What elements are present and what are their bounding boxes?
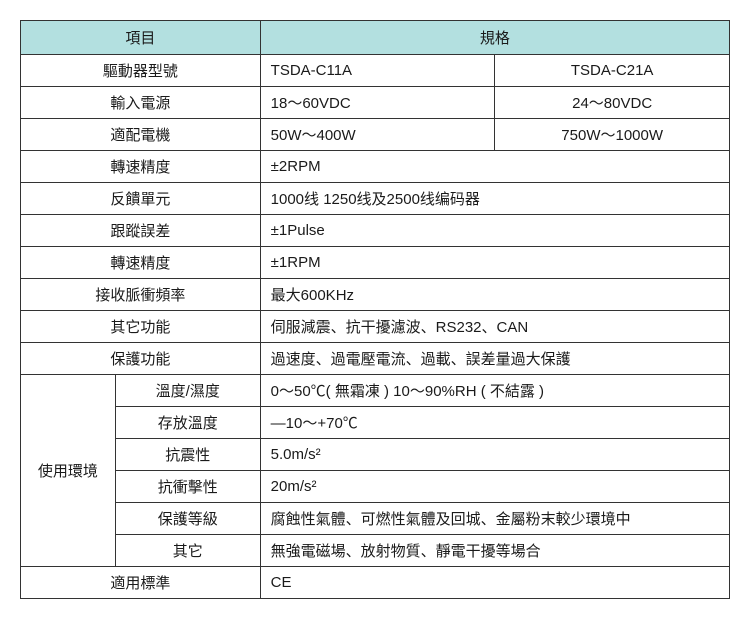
label-env-group: 使用環境 bbox=[21, 375, 116, 567]
label-protect: 保護功能 bbox=[21, 343, 261, 375]
val-speed-acc2: ±1RPM bbox=[260, 247, 729, 279]
val-pulse-freq: 最大600KHz bbox=[260, 279, 729, 311]
val-env-protection: 腐蝕性氣體、可燃性氣體及回城、金屬粉末較少環境中 bbox=[260, 503, 729, 535]
row-standard: 適用標準 CE bbox=[21, 567, 730, 599]
label-feedback: 反饋單元 bbox=[21, 183, 261, 215]
row-env-protection: 保護等級 腐蝕性氣體、可燃性氣體及回城、金屬粉末較少環境中 bbox=[21, 503, 730, 535]
row-env-temp-hum: 使用環境 溫度/濕度 0～50℃( 無霜凍 ) 10～90%RH ( 不結露 ) bbox=[21, 375, 730, 407]
row-env-storage: 存放溫度 —10～+70℃ bbox=[21, 407, 730, 439]
label-env-storage: 存放溫度 bbox=[115, 407, 260, 439]
row-motor: 適配電機 50W～400W 750W～1000W bbox=[21, 119, 730, 151]
label-motor: 適配電機 bbox=[21, 119, 261, 151]
row-protect: 保護功能 過速度、過電壓電流、過載、誤差量過大保護 bbox=[21, 343, 730, 375]
val-motor-1: 50W～400W bbox=[260, 119, 495, 151]
header-row: 項目 規格 bbox=[21, 21, 730, 55]
row-pulse-freq: 接收脈衝頻率 最大600KHz bbox=[21, 279, 730, 311]
label-standard: 適用標準 bbox=[21, 567, 261, 599]
label-other-func: 其它功能 bbox=[21, 311, 261, 343]
val-env-vibration: 5.0m/s² bbox=[260, 439, 729, 471]
val-env-temp-hum: 0～50℃( 無霜凍 ) 10～90%RH ( 不結露 ) bbox=[260, 375, 729, 407]
val-model-1: TSDA-C11A bbox=[260, 55, 495, 87]
row-env-shock: 抗衝擊性 20m/s² bbox=[21, 471, 730, 503]
label-speed-acc2: 轉速精度 bbox=[21, 247, 261, 279]
label-input-power: 輸入電源 bbox=[21, 87, 261, 119]
row-other-func: 其它功能 伺服減震、抗干擾濾波、RS232、CAN bbox=[21, 311, 730, 343]
val-protect: 過速度、過電壓電流、過載、誤差量過大保護 bbox=[260, 343, 729, 375]
val-standard: CE bbox=[260, 567, 729, 599]
val-env-storage: —10～+70℃ bbox=[260, 407, 729, 439]
val-speed-acc1: ±2RPM bbox=[260, 151, 729, 183]
val-other-func: 伺服減震、抗干擾濾波、RS232、CAN bbox=[260, 311, 729, 343]
header-spec: 規格 bbox=[260, 21, 729, 55]
row-track-err: 跟蹤誤差 ±1Pulse bbox=[21, 215, 730, 247]
header-item: 項目 bbox=[21, 21, 261, 55]
row-input-power: 輸入電源 18～60VDC 24～80VDC bbox=[21, 87, 730, 119]
row-feedback: 反饋單元 1000线 1250线及2500线编码器 bbox=[21, 183, 730, 215]
label-env-temp-hum: 溫度/濕度 bbox=[115, 375, 260, 407]
spec-table: 項目 規格 驅動器型號 TSDA-C11A TSDA-C21A 輸入電源 18～… bbox=[20, 20, 730, 599]
label-track-err: 跟蹤誤差 bbox=[21, 215, 261, 247]
row-speed-acc2: 轉速精度 ±1RPM bbox=[21, 247, 730, 279]
label-env-vibration: 抗震性 bbox=[115, 439, 260, 471]
val-feedback: 1000线 1250线及2500线编码器 bbox=[260, 183, 729, 215]
val-env-shock: 20m/s² bbox=[260, 471, 729, 503]
label-speed-acc1: 轉速精度 bbox=[21, 151, 261, 183]
val-input-power-1: 18～60VDC bbox=[260, 87, 495, 119]
val-model-2: TSDA-C21A bbox=[495, 55, 730, 87]
row-env-vibration: 抗震性 5.0m/s² bbox=[21, 439, 730, 471]
val-track-err: ±1Pulse bbox=[260, 215, 729, 247]
label-pulse-freq: 接收脈衝頻率 bbox=[21, 279, 261, 311]
label-model: 驅動器型號 bbox=[21, 55, 261, 87]
row-model: 驅動器型號 TSDA-C11A TSDA-C21A bbox=[21, 55, 730, 87]
row-speed-acc1: 轉速精度 ±2RPM bbox=[21, 151, 730, 183]
val-motor-2: 750W～1000W bbox=[495, 119, 730, 151]
val-input-power-2: 24～80VDC bbox=[495, 87, 730, 119]
label-env-shock: 抗衝擊性 bbox=[115, 471, 260, 503]
label-env-protection: 保護等級 bbox=[115, 503, 260, 535]
